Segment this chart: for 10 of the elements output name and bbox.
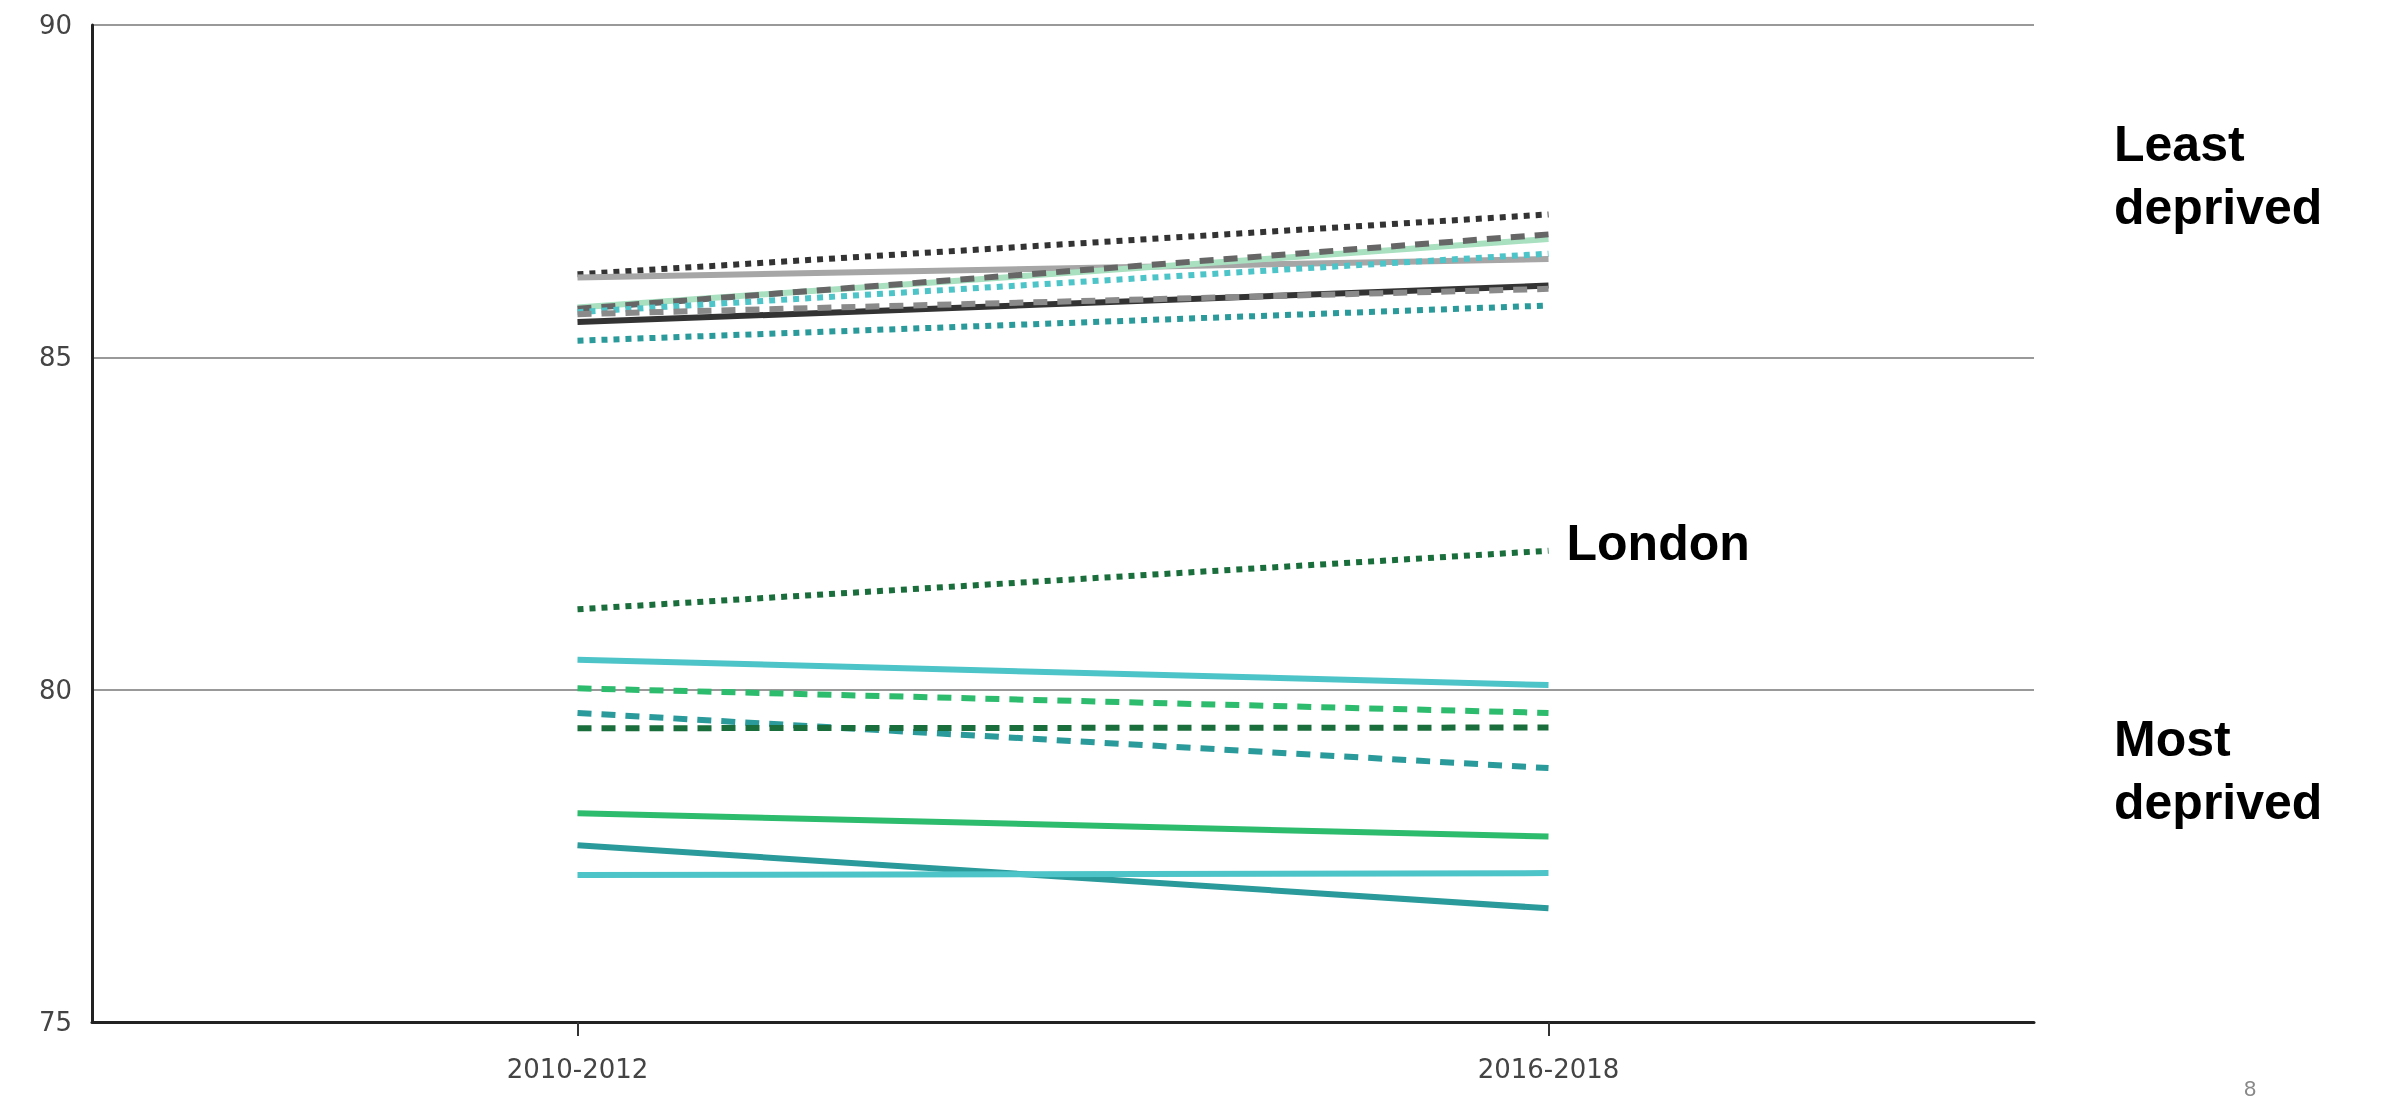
x-tick-label: 2016-2018 — [1477, 1054, 1620, 1084]
text: 8 — [2244, 1075, 2257, 1101]
text: Most deprived — [2114, 711, 2323, 830]
text: Least deprived — [2114, 116, 2323, 235]
y-tick-label: 75 — [38, 1007, 72, 1037]
y-tick-label: 80 — [38, 674, 72, 705]
y-tick-label: 90 — [38, 10, 72, 40]
series-label: London — [1566, 514, 1750, 571]
x-tick-label: 2010-2012 — [506, 1054, 649, 1084]
y-tick-label: 85 — [38, 342, 72, 373]
